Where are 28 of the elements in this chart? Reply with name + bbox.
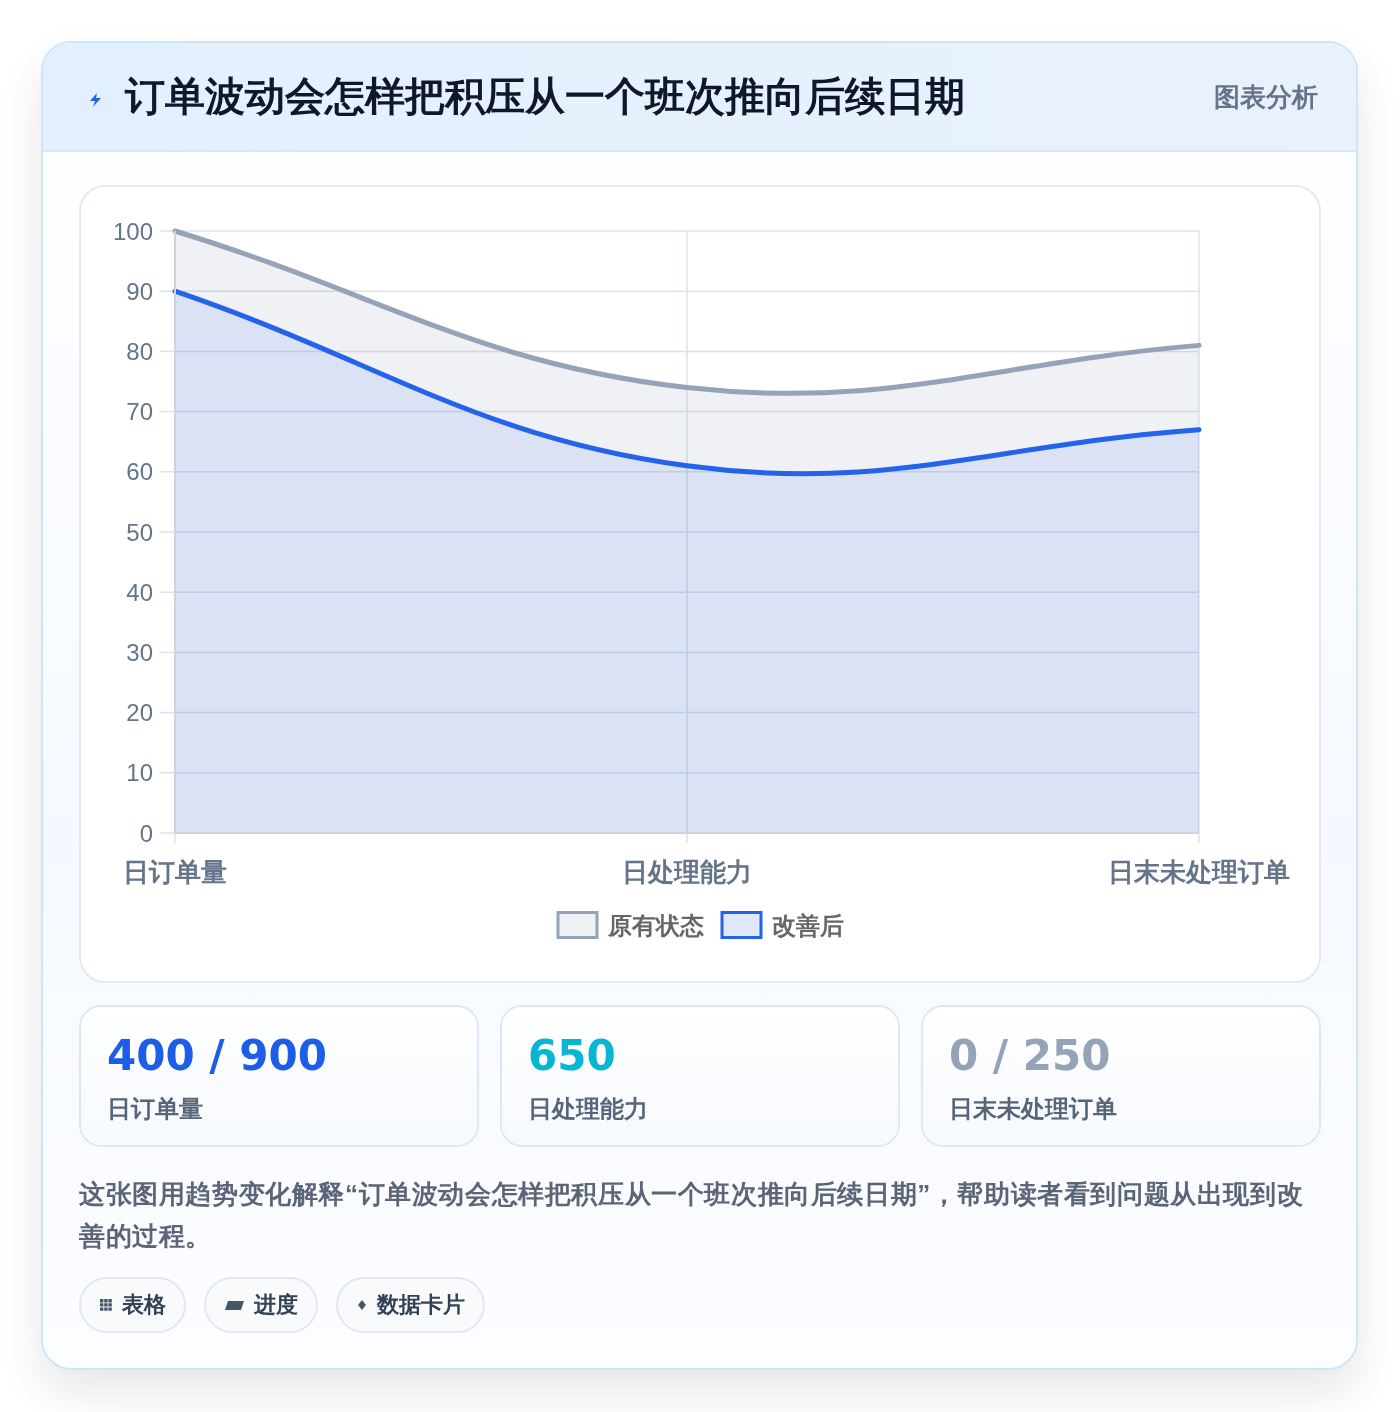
y-tick-label: 0	[139, 819, 153, 847]
y-tick-label: 80	[126, 337, 153, 365]
y-tick-label: 10	[126, 759, 153, 787]
text: 0 / 250	[949, 1031, 1111, 1080]
text: 数据卡片	[377, 1291, 465, 1319]
y-tick-label: 60	[126, 458, 153, 486]
legend-label: 改善后	[771, 912, 844, 939]
legend-label: 原有状态	[606, 912, 704, 939]
category-label: 日订单量	[107, 1094, 203, 1124]
category-label: 日末未处理订单	[949, 1094, 1117, 1124]
y-tick-label: 50	[126, 518, 153, 546]
text: 650	[528, 1031, 616, 1080]
x-tick-label: 日订单量	[123, 857, 227, 887]
text: 表格	[122, 1291, 166, 1319]
text: 这张图用趋势变化解释“订单波动会怎样把积压从一个班次推向后续日期”，帮助读者看到问题从出现到改善的过程。	[79, 1178, 1305, 1253]
y-tick-label: 70	[126, 398, 153, 426]
text: 进度	[254, 1291, 298, 1319]
category-label: 日处理能力	[528, 1094, 648, 1124]
y-tick-label: 20	[126, 699, 153, 727]
y-tick-label: 40	[126, 578, 153, 606]
x-tick-label: 日处理能力	[622, 857, 752, 887]
x-tick-label: 日末未处理订单	[1108, 857, 1290, 887]
text: 400 / 900	[107, 1031, 327, 1080]
y-tick-label: 30	[126, 638, 153, 666]
y-tick-label: 90	[126, 277, 153, 305]
chart-title: 订单波动会怎样把积压从一个班次推向后续日期	[125, 73, 965, 120]
y-tick-label: 100	[112, 217, 153, 245]
text: 图表分析	[1214, 81, 1318, 114]
